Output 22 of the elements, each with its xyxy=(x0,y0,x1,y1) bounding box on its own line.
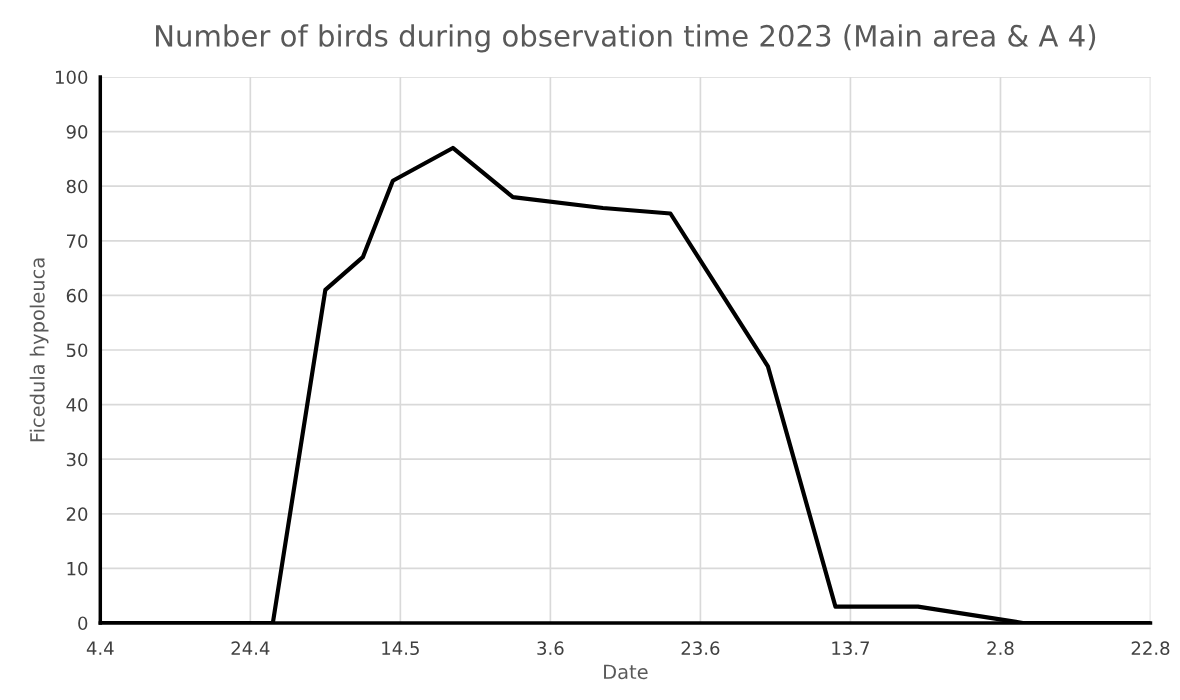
x-tick-label: 4.4 xyxy=(86,641,114,655)
chart-title: Number of birds during observation time 2023 (Main area & A 4) xyxy=(156,24,1096,53)
x-axis-title: Date xyxy=(604,664,648,680)
x-tick-label: 23.6 xyxy=(681,641,720,656)
y-tick-label: 60 xyxy=(66,288,88,303)
x-tick-label: 24.4 xyxy=(231,641,270,655)
y-tick-label: 10 xyxy=(67,561,88,576)
y-tick-label: 90 xyxy=(66,125,88,139)
x-tick-label: 3.6 xyxy=(537,641,564,656)
y-axis-title: Ficedula hypoleuca xyxy=(29,258,49,442)
y-tick-label: 100 xyxy=(56,70,88,85)
x-tick-label: 14.5 xyxy=(382,641,419,656)
y-tick-label: 30 xyxy=(66,452,88,467)
y-tick-label: 40 xyxy=(66,398,88,412)
y-tick-label: 0 xyxy=(78,616,88,631)
y-tick-label: 50 xyxy=(66,343,88,358)
y-tick-label: 70 xyxy=(67,234,88,248)
x-tick-label: 22.8 xyxy=(1131,641,1170,656)
y-tick-label: 20 xyxy=(66,507,88,521)
x-tick-label: 2.8 xyxy=(987,641,1014,656)
y-tick-label: 80 xyxy=(66,179,88,194)
x-tick-label: 13.7 xyxy=(832,641,869,656)
